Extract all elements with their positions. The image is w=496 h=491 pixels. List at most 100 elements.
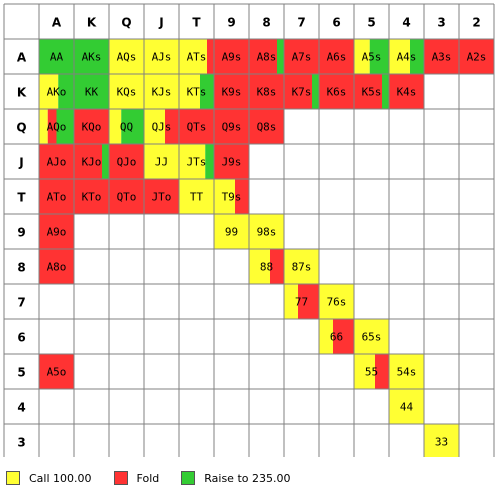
hand-cell-65s-call-segment [354,319,389,354]
hand-cell-label: A9s [222,51,242,64]
hand-cell-JTs-raise-segment [205,144,214,179]
hand-cell-QQ[interactable]: QQ [109,109,144,144]
hand-cell-JTs[interactable]: JTs [179,144,214,179]
hand-cell-T9s[interactable]: T9s [214,179,249,214]
hand-cell-label: AKo [47,86,67,99]
column-header-9: 9 [227,16,235,30]
hand-cell-A5o-fold-segment [39,354,74,389]
hand-cell-AKo[interactable]: AKo [39,74,74,109]
hand-cell-A7s-fold-segment [284,39,319,74]
hand-cell-KTo[interactable]: KTo [74,179,109,214]
hand-cell-KJo[interactable]: KJo [74,144,109,179]
hand-range-grid: AA AKs AQs AJs ATs A9s A8s A7s A6s A5s A4s A3s A2sAK… [3,3,495,457]
hand-cell-label: QTo [117,191,137,204]
hand-cell-QTs[interactable]: QTs [179,109,214,144]
hand-cell-J9s[interactable]: J9s [214,144,249,179]
hand-cell-A9o[interactable]: A9o [39,214,74,249]
hand-cell-54s[interactable]: 54s [389,354,424,389]
hand-cell-JTo[interactable]: JTo [144,179,179,214]
hand-cell-K8s-fold-segment [249,74,284,109]
hand-cell-87s[interactable]: 87s [284,249,319,284]
hand-cell-label: 65s [362,331,382,344]
hand-cell-A3s[interactable]: A3s [424,39,459,74]
hand-cell-ATs[interactable]: ATs [179,39,214,74]
hand-cell-AKs[interactable]: AKs [74,39,109,74]
hand-cell-KK[interactable]: KK [74,74,109,109]
hand-cell-A9s[interactable]: A9s [214,39,249,74]
hand-cell-Q9s[interactable]: Q9s [214,109,249,144]
hand-cell-98s[interactable]: 98s [249,214,284,249]
hand-cell-KQo[interactable]: KQo [74,109,109,144]
hand-cell-A8o-fold-segment [39,249,74,284]
hand-cell-A7s[interactable]: A7s [284,39,319,74]
hand-cell-KTs[interactable]: KTs [179,74,214,109]
legend-call: Call 100.00 [6,471,92,485]
hand-cell-K9s[interactable]: K9s [214,74,249,109]
hand-cell-AJs[interactable]: AJs [144,39,179,74]
hand-cell-A4s[interactable]: A4s [389,39,424,74]
hand-cell-QJo[interactable]: QJo [109,144,144,179]
hand-cell-A6s[interactable]: A6s [319,39,354,74]
hand-cell-label: AQo [47,121,67,134]
hand-cell-A5o[interactable]: A5o [39,354,74,389]
hand-cell-JJ[interactable]: JJ [144,144,179,179]
hand-cell-55[interactable]: 55 [354,354,389,389]
hand-cell-KQs[interactable]: KQs [109,74,144,109]
hand-cell-KJs[interactable]: KJs [144,74,179,109]
hand-cell-A8s[interactable]: A8s [249,39,284,74]
hand-cell-44[interactable]: 44 [389,389,424,424]
hand-cell-AA[interactable]: AA [39,39,74,74]
hand-cell-label: JJ [155,156,168,169]
hand-cell-K6s-fold-segment [319,74,354,109]
column-header-A: A [52,16,62,30]
hand-cell-label: Q9s [222,121,242,134]
hand-cell-A5s-raise-segment [369,39,389,74]
hand-cell-Q8s-fold-segment [249,109,284,144]
hand-cell-77[interactable]: 77 [284,284,319,319]
hand-cell-65s[interactable]: 65s [354,319,389,354]
hand-cell-A6s-fold-segment [319,39,354,74]
hand-cell-label: 76s [327,296,347,309]
hand-cell-76s[interactable]: 76s [319,284,354,319]
hand-cell-ATo-fold-segment [39,179,74,214]
hand-cell-QTo-fold-segment [109,179,144,214]
hand-cell-K5s[interactable]: K5s [354,74,389,109]
hand-cell-A2s[interactable]: A2s [459,39,494,74]
hand-cell-QTo[interactable]: QTo [109,179,144,214]
hand-cell-K8s[interactable]: K8s [249,74,284,109]
hand-cell-KJo-fold-segment [74,144,102,179]
hand-cell-QJs[interactable]: QJs [144,109,179,144]
hand-cell-33-call-segment [424,424,459,457]
hand-cell-AA-raise-segment [39,39,74,74]
hand-cell-Q8s[interactable]: Q8s [249,109,284,144]
hand-cell-K4s[interactable]: K4s [389,74,424,109]
hand-cell-K5s-raise-segment [382,74,389,109]
hand-cell-A5s[interactable]: A5s [354,39,389,74]
hand-cell-88-fold-segment [270,249,284,284]
hand-cell-AQo[interactable]: AQo [39,109,74,144]
hand-cell-K7s[interactable]: K7s [284,74,319,109]
hand-cell-label: 66 [330,331,343,344]
hand-cell-AJs-call-segment [144,39,179,74]
hand-cell-66[interactable]: 66 [319,319,354,354]
hand-cell-label: K4s [397,86,417,99]
legend: Call 100.00 Fold Raise to 235.00 [6,469,312,487]
hand-cell-99[interactable]: 99 [214,214,249,249]
hand-cell-JJ-call-segment [144,144,179,179]
hand-cell-label: QJs [152,121,172,134]
hand-cell-ATo[interactable]: ATo [39,179,74,214]
row-header-J: J [18,156,23,170]
hand-cell-AJo[interactable]: AJo [39,144,74,179]
hand-cell-88[interactable]: 88 [249,249,284,284]
hand-cell-label: KJs [152,86,172,99]
hand-cell-label: 33 [435,436,448,449]
hand-cell-label: A8o [47,261,67,274]
hand-cell-TT[interactable]: TT [179,179,214,214]
hand-cell-A8o[interactable]: A8o [39,249,74,284]
hand-cell-AQs[interactable]: AQs [109,39,144,74]
legend-fold-label: Fold [136,471,160,485]
hand-cell-33[interactable]: 33 [424,424,459,457]
hand-cell-label: KTo [82,191,102,204]
hand-cell-label: KK [85,86,99,99]
hand-cell-K6s[interactable]: K6s [319,74,354,109]
